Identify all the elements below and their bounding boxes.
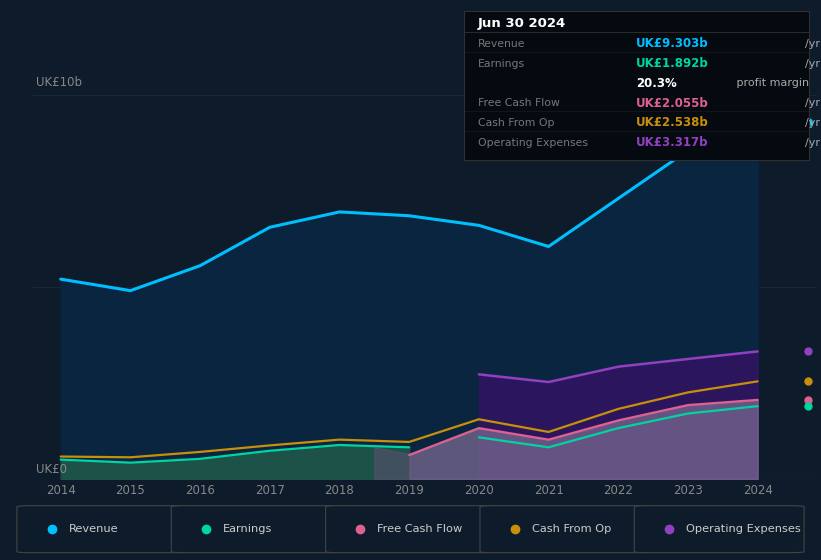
Text: Revenue: Revenue (69, 524, 118, 534)
Text: UK£9.303b: UK£9.303b (636, 38, 709, 50)
Text: 20.3%: 20.3% (636, 77, 677, 90)
Text: UK£3.317b: UK£3.317b (636, 136, 709, 150)
Text: profit margin: profit margin (733, 78, 809, 88)
Text: Revenue: Revenue (478, 39, 525, 49)
Text: /yr: /yr (805, 138, 819, 148)
Text: Jun 30 2024: Jun 30 2024 (478, 17, 566, 30)
Text: UK£2.055b: UK£2.055b (636, 97, 709, 110)
Text: Operating Expenses: Operating Expenses (686, 524, 800, 534)
Text: /yr: /yr (805, 59, 819, 69)
FancyBboxPatch shape (480, 506, 649, 553)
Text: Cash From Op: Cash From Op (478, 118, 554, 128)
Text: Cash From Op: Cash From Op (532, 524, 611, 534)
Text: UK£10b: UK£10b (36, 76, 82, 89)
Text: Earnings: Earnings (223, 524, 273, 534)
Text: UK£2.538b: UK£2.538b (636, 116, 709, 129)
FancyBboxPatch shape (635, 506, 804, 553)
Text: /yr: /yr (805, 39, 819, 49)
FancyBboxPatch shape (326, 506, 495, 553)
Text: UK£0: UK£0 (36, 463, 67, 476)
Text: Free Cash Flow: Free Cash Flow (378, 524, 462, 534)
Text: /yr: /yr (805, 118, 819, 128)
Text: UK£1.892b: UK£1.892b (636, 57, 709, 70)
Text: Free Cash Flow: Free Cash Flow (478, 98, 560, 108)
FancyBboxPatch shape (172, 506, 341, 553)
Text: Earnings: Earnings (478, 59, 525, 69)
Text: Operating Expenses: Operating Expenses (478, 138, 588, 148)
FancyBboxPatch shape (17, 506, 186, 553)
Text: /yr: /yr (805, 98, 819, 108)
